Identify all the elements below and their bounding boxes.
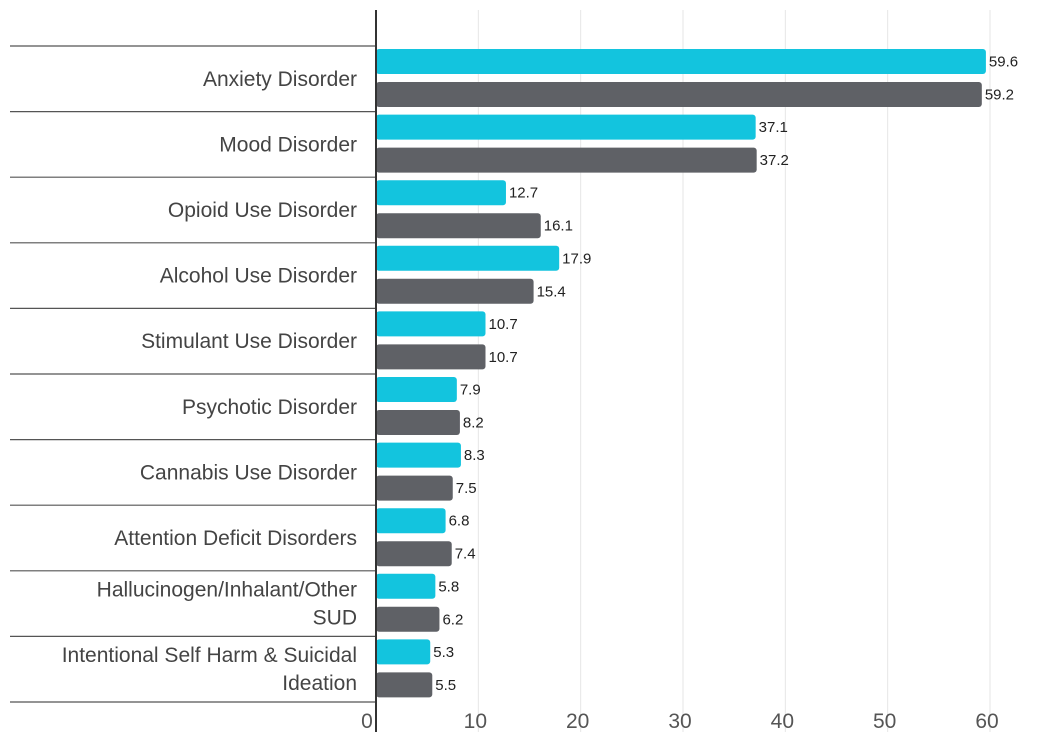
bar xyxy=(376,639,431,665)
data-label: 8.3 xyxy=(464,447,485,464)
data-label: 16.1 xyxy=(544,218,573,235)
bar xyxy=(376,442,461,468)
bar xyxy=(376,213,541,239)
data-label: 5.3 xyxy=(433,644,454,661)
data-label: 10.7 xyxy=(488,349,517,366)
bars xyxy=(376,49,986,698)
bar xyxy=(376,508,446,534)
x-tick-label: 0 xyxy=(361,710,373,732)
category-label: Psychotic Disorder xyxy=(182,396,357,419)
category-label: Anxiety Disorder xyxy=(203,68,357,91)
x-tick-label: 20 xyxy=(566,710,589,732)
bar xyxy=(376,82,982,107)
data-label: 6.2 xyxy=(442,611,463,628)
data-label: 12.7 xyxy=(509,185,538,202)
bar xyxy=(376,410,460,435)
data-label: 17.9 xyxy=(562,250,591,267)
data-label: 59.2 xyxy=(985,87,1014,104)
data-label: 7.4 xyxy=(455,546,476,563)
x-tick-label: 10 xyxy=(464,710,487,732)
bar xyxy=(376,147,757,173)
data-label: 10.7 xyxy=(488,316,517,333)
data-label: 7.5 xyxy=(456,480,477,497)
category-label: Opioid Use Disorder xyxy=(168,199,357,222)
data-label: 59.6 xyxy=(989,54,1018,71)
bar xyxy=(376,344,486,370)
data-label: 5.5 xyxy=(435,677,456,694)
bar xyxy=(376,245,560,271)
bar xyxy=(376,573,436,599)
x-tick-label: 40 xyxy=(771,710,794,732)
x-axis-ticks: 0 10 20 30 40 50 60 xyxy=(361,710,999,732)
x-tick-label: 60 xyxy=(975,710,998,732)
data-label: 5.8 xyxy=(438,578,459,595)
category-label: Cannabis Use Disorder xyxy=(140,461,357,484)
category-label: Ideation xyxy=(282,672,357,695)
bar xyxy=(376,114,756,140)
category-label: Hallucinogen/Inhalant/Other xyxy=(97,579,357,602)
bar xyxy=(376,180,506,206)
bar xyxy=(376,541,452,567)
category-label: Intentional Self Harm & Suicidal xyxy=(62,644,357,667)
bar xyxy=(376,278,534,304)
data-label: 15.4 xyxy=(537,283,566,300)
category-label: Attention Deficit Disorders xyxy=(114,527,357,550)
x-tick-label: 30 xyxy=(668,710,691,732)
bar xyxy=(376,377,457,402)
bar xyxy=(376,49,986,74)
data-label: 8.2 xyxy=(463,415,484,432)
category-labels: Anxiety Disorder Mood Disorder Opioid Use … xyxy=(62,68,357,695)
category-label: Mood Disorder xyxy=(219,133,357,156)
category-label: SUD xyxy=(313,607,357,630)
category-label: Stimulant Use Disorder xyxy=(141,330,357,353)
category-separators xyxy=(10,45,376,703)
value-labels: 59.6 59.2 37.1 37.2 12.7 16.1 17.9 15.4 10.7 10.7… xyxy=(433,54,1018,694)
data-label: 37.1 xyxy=(759,119,788,136)
data-label: 6.8 xyxy=(449,513,470,530)
data-label: 37.2 xyxy=(760,152,789,169)
bar xyxy=(376,475,453,501)
category-label: Alcohol Use Disorder xyxy=(160,265,357,288)
bar xyxy=(376,606,440,632)
data-label: 7.9 xyxy=(460,382,481,399)
bar xyxy=(376,672,433,698)
bar xyxy=(376,311,486,337)
x-tick-label: 50 xyxy=(873,710,896,732)
